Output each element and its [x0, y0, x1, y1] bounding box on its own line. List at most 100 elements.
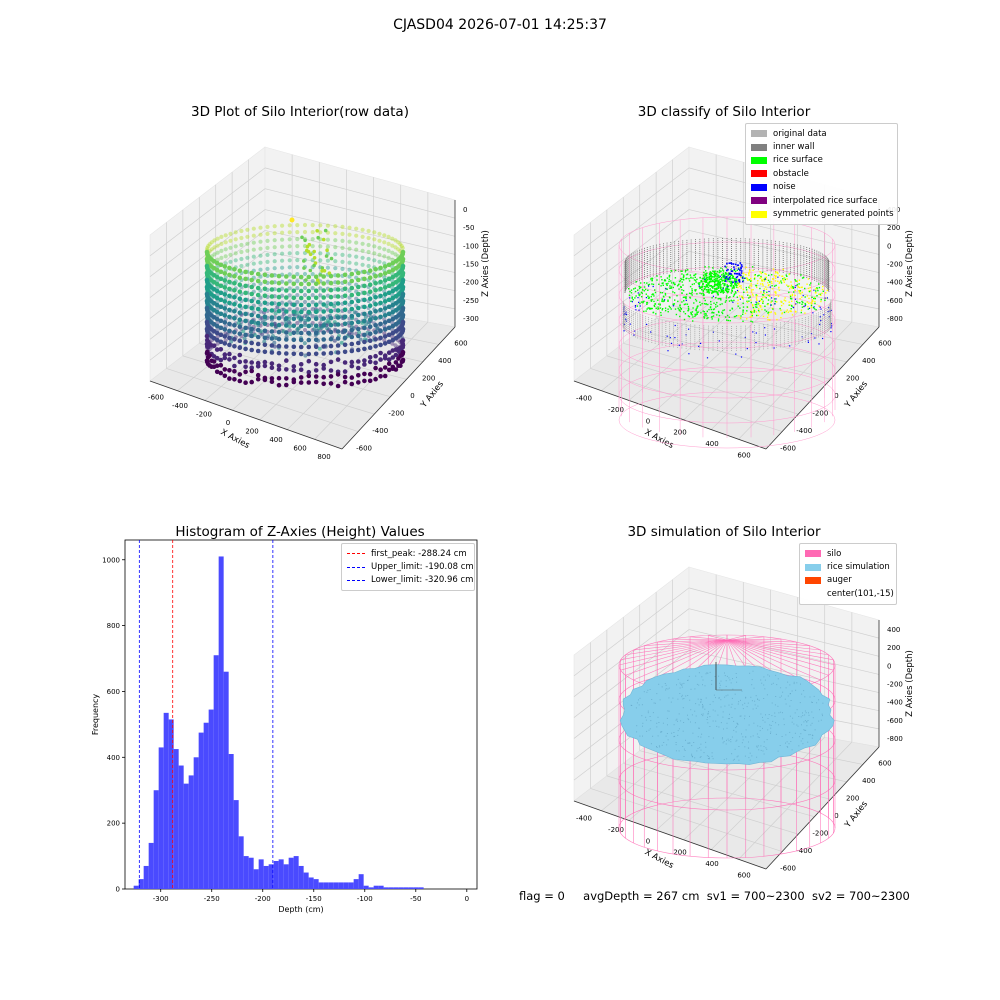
surface-point	[720, 276, 723, 279]
silo-classify	[618, 216, 836, 449]
data-point	[390, 330, 396, 336]
surface-point	[680, 277, 682, 280]
data-point	[362, 318, 367, 324]
surface-point	[694, 274, 696, 276]
data-point	[386, 339, 392, 345]
rice-mesh-point	[713, 694, 715, 696]
surface-point	[689, 274, 692, 276]
surface-point	[800, 274, 802, 276]
surface-point	[776, 318, 778, 321]
surface-point	[702, 277, 705, 280]
data-point	[262, 363, 268, 369]
rice-mesh-point	[735, 727, 737, 729]
surface-point	[810, 304, 813, 307]
rice-mesh-point	[642, 735, 643, 737]
silo-roof-line	[726, 639, 834, 661]
data-point	[333, 252, 338, 257]
rice-mesh-point	[756, 746, 758, 748]
surface-point	[685, 296, 687, 298]
data-point	[393, 238, 398, 243]
rice-mesh-point	[687, 695, 689, 696]
surface-point	[799, 286, 801, 289]
histogram-bar	[253, 869, 259, 889]
surface-point	[677, 300, 679, 303]
rice-mesh-point	[770, 731, 772, 733]
data-point	[349, 327, 355, 333]
data-point	[265, 238, 270, 243]
rice-mesh-point	[808, 734, 810, 736]
data-point	[269, 350, 275, 355]
rice-mesh-point	[731, 717, 733, 718]
noise-point	[826, 297, 828, 299]
grid-line-2	[606, 355, 799, 415]
rice-mesh-point	[751, 684, 753, 686]
noise-point	[725, 280, 727, 282]
data-point	[390, 288, 396, 294]
noise-point	[665, 288, 667, 290]
surface-point	[705, 270, 707, 272]
histogram-bar	[318, 882, 324, 889]
data-point	[306, 316, 312, 322]
rice-mesh-point	[722, 711, 724, 713]
surface-point	[806, 301, 808, 303]
surface-point	[716, 270, 719, 273]
data-point	[232, 369, 237, 374]
surface-point	[728, 300, 731, 302]
x-tick-label: -600	[148, 393, 164, 401]
surface-point	[660, 314, 662, 316]
data-point	[255, 364, 261, 369]
y-tick-label: 0	[116, 886, 120, 894]
data-point	[255, 341, 261, 347]
data-point	[287, 244, 292, 249]
data-point	[276, 336, 282, 342]
surface-point	[676, 295, 678, 297]
rice-mesh-point	[764, 688, 766, 690]
rice-mesh-point	[758, 749, 760, 751]
noise-point	[819, 306, 821, 308]
rice-mesh-point	[740, 715, 742, 717]
data-point	[249, 319, 254, 325]
rice-mesh-point	[658, 722, 660, 723]
data-point	[227, 342, 232, 348]
surface-point	[735, 284, 737, 287]
rice-mesh-point	[682, 730, 684, 732]
histogram-bar	[338, 882, 344, 889]
noise-point	[634, 305, 637, 307]
rice-mesh-point	[811, 701, 813, 703]
rice-mesh-point	[790, 741, 792, 742]
surface-point	[772, 268, 775, 270]
surface-point	[790, 281, 792, 283]
rice-mesh-point	[786, 741, 788, 743]
surface-point	[718, 279, 721, 281]
rice-mesh-point	[761, 682, 763, 684]
data-point	[306, 369, 312, 375]
rice-mesh-point	[656, 746, 657, 747]
data-point	[321, 337, 327, 342]
surface-point	[652, 293, 655, 295]
data-point	[255, 306, 261, 312]
surface-point	[731, 290, 733, 293]
surface-point	[766, 294, 768, 296]
data-point	[269, 336, 275, 341]
surface-point	[737, 299, 739, 301]
surface-point	[717, 287, 720, 289]
surface-point	[701, 285, 703, 288]
rice-mesh-point	[735, 731, 737, 733]
data-point	[298, 309, 304, 315]
data-point	[269, 376, 275, 381]
z-tick-label: 0	[463, 206, 467, 214]
histogram-bar	[153, 790, 159, 889]
silo-roof-line	[633, 639, 728, 651]
rice-mesh-point	[822, 702, 824, 704]
surface-point	[750, 283, 752, 285]
rice-mesh-point	[763, 676, 765, 678]
surface-point	[684, 269, 687, 271]
surface-point	[781, 312, 783, 314]
surface-point	[710, 308, 712, 311]
surface-point	[713, 308, 716, 310]
data-point	[269, 329, 275, 334]
rice-mesh-point	[685, 695, 687, 697]
data-point	[386, 269, 392, 275]
data-point	[333, 245, 338, 250]
